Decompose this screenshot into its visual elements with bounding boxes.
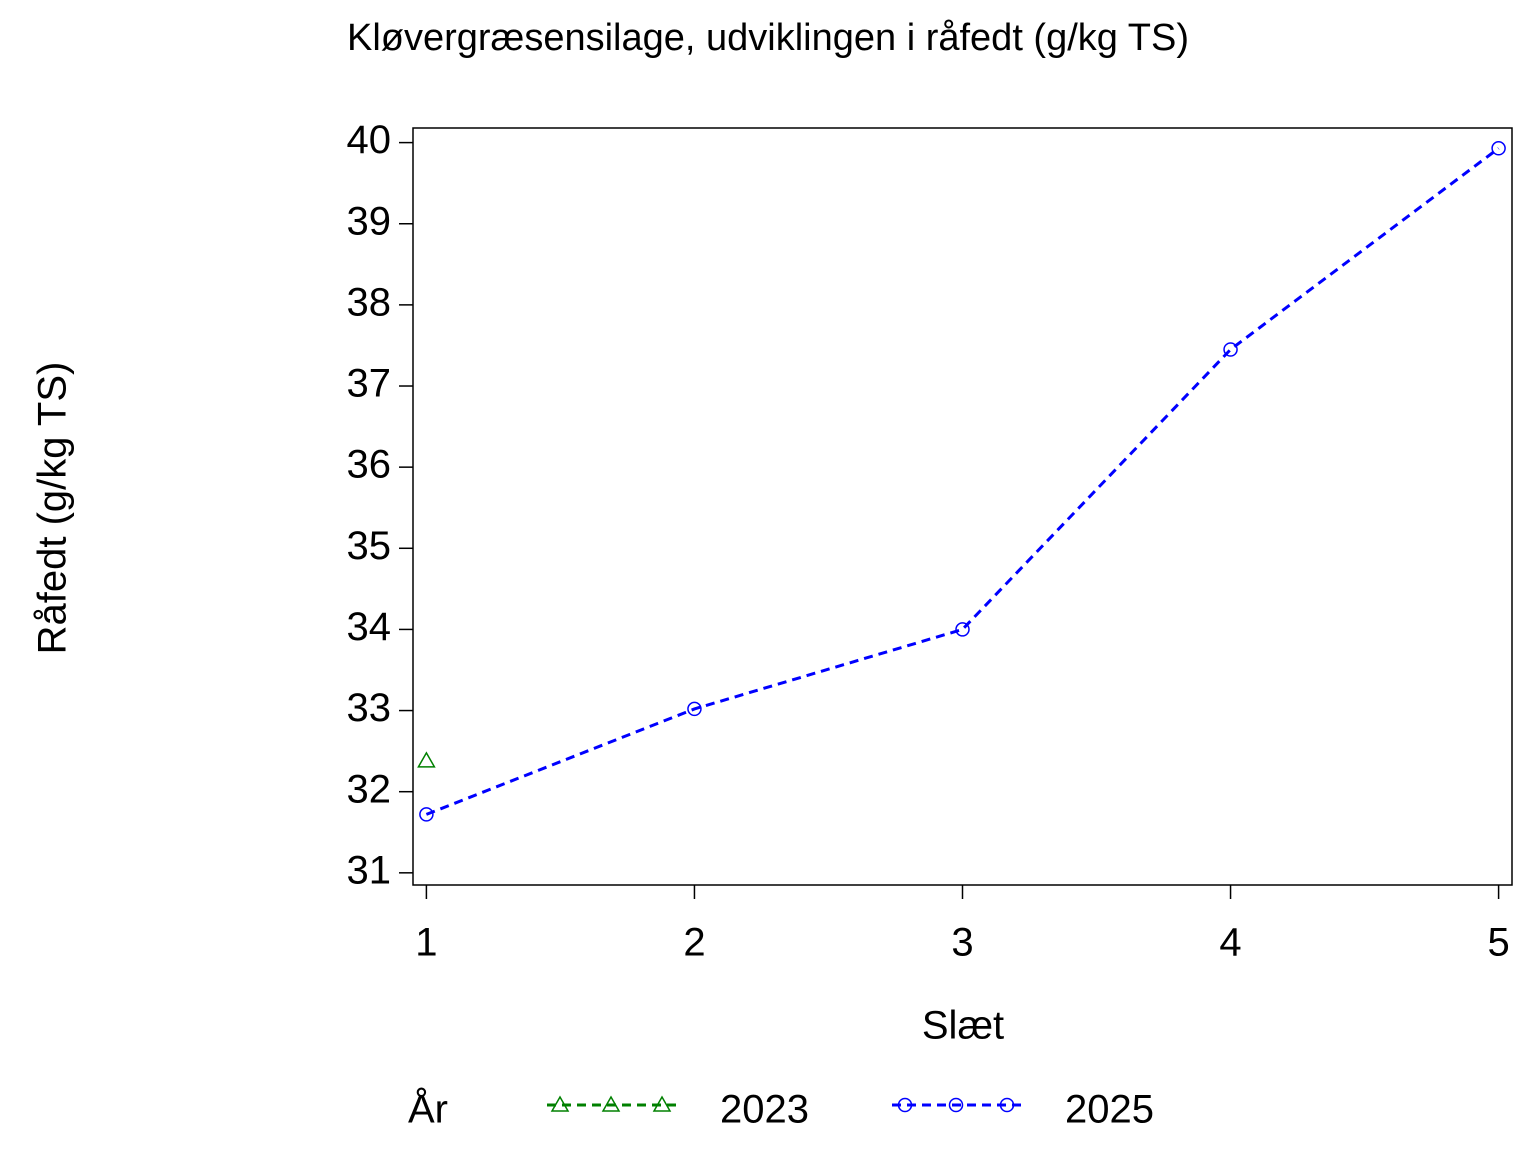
y-tick-label: 34 — [347, 605, 392, 649]
marker — [687, 701, 702, 717]
legend-marker — [948, 1097, 964, 1113]
x-tick-label: 4 — [1219, 921, 1241, 965]
legend-marker — [601, 1095, 621, 1112]
y-tick-label: 31 — [347, 848, 392, 892]
legend-label: 2023 — [720, 1088, 809, 1132]
marker — [417, 751, 436, 768]
x-axis-label: Slæt — [922, 1004, 1004, 1048]
y-tick-label: 38 — [347, 280, 392, 324]
y-tick-label: 37 — [347, 362, 392, 406]
marker — [955, 622, 970, 637]
marker — [1223, 342, 1238, 357]
x-tick-label: 1 — [415, 921, 437, 965]
y-tick-label: 36 — [347, 443, 392, 487]
legend-title: År — [408, 1087, 448, 1132]
y-tick-label: 39 — [347, 199, 392, 243]
marker — [1491, 141, 1506, 156]
y-tick-label: 35 — [347, 524, 392, 568]
y-tick-label: 32 — [347, 767, 392, 811]
x-tick-label: 2 — [683, 921, 705, 965]
legend-marker — [897, 1097, 913, 1113]
legend-label: 2025 — [1065, 1088, 1154, 1132]
chart-title: Kløvergræsensilage, udviklingen i råfedt… — [347, 17, 1189, 59]
y-tick-label: 33 — [347, 686, 392, 730]
series-line — [425, 147, 1500, 816]
legend-marker — [652, 1095, 672, 1112]
plot-frame — [412, 127, 1513, 886]
x-tick-label: 3 — [951, 921, 973, 965]
x-tick-label: 5 — [1487, 921, 1509, 965]
marker — [419, 807, 434, 822]
legend-marker — [999, 1097, 1015, 1113]
y-tick-label: 40 — [347, 118, 392, 162]
legend-marker — [550, 1095, 570, 1112]
y-axis-label: Råfedt (g/kg TS) — [31, 362, 75, 655]
